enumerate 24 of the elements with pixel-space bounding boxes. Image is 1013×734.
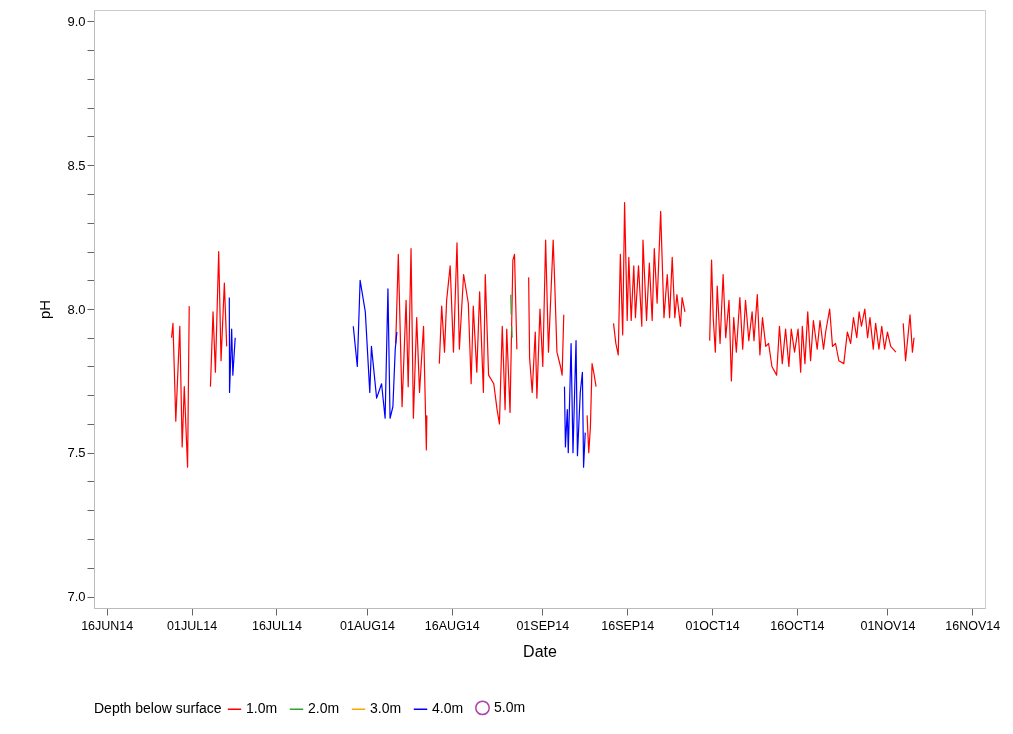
x-tick-label: 16SEP14 bbox=[601, 618, 655, 633]
legend-title: Depth below surface bbox=[94, 700, 222, 716]
x-tick-label: 16OCT14 bbox=[770, 618, 825, 633]
y-tick-label: 8.0 bbox=[67, 301, 86, 317]
x-tick-label: 01AUG14 bbox=[340, 618, 395, 633]
x-tick-label: 16JUN14 bbox=[81, 618, 134, 633]
y-tick-label: 7.0 bbox=[67, 589, 86, 604]
y-tick-label: 7.5 bbox=[67, 445, 86, 461]
x-tick-label: 01OCT14 bbox=[685, 618, 740, 633]
y-tick-label: 9.0 bbox=[67, 14, 86, 29]
x-tick-label: 16JUL14 bbox=[251, 618, 302, 633]
legend-label: 5.0m bbox=[494, 698, 526, 715]
x-tick-label: 16NOV14 bbox=[945, 618, 1001, 633]
x-tick-label: 01NOV14 bbox=[860, 618, 916, 633]
legend-label: 4.0m bbox=[432, 700, 464, 717]
y-tick-label: 8.5 bbox=[67, 157, 86, 173]
legend-label: 3.0m bbox=[370, 700, 402, 717]
y-axis-title: pH bbox=[36, 299, 54, 320]
x-tick-label: 01JUL14 bbox=[167, 618, 218, 633]
x-tick-label: 16AUG14 bbox=[424, 618, 480, 633]
legend-label: 2.0m bbox=[308, 700, 340, 717]
x-axis-title: Date bbox=[523, 643, 557, 660]
legend-label: 1.0m bbox=[246, 700, 278, 717]
x-tick-label: 01SEP14 bbox=[516, 618, 570, 633]
